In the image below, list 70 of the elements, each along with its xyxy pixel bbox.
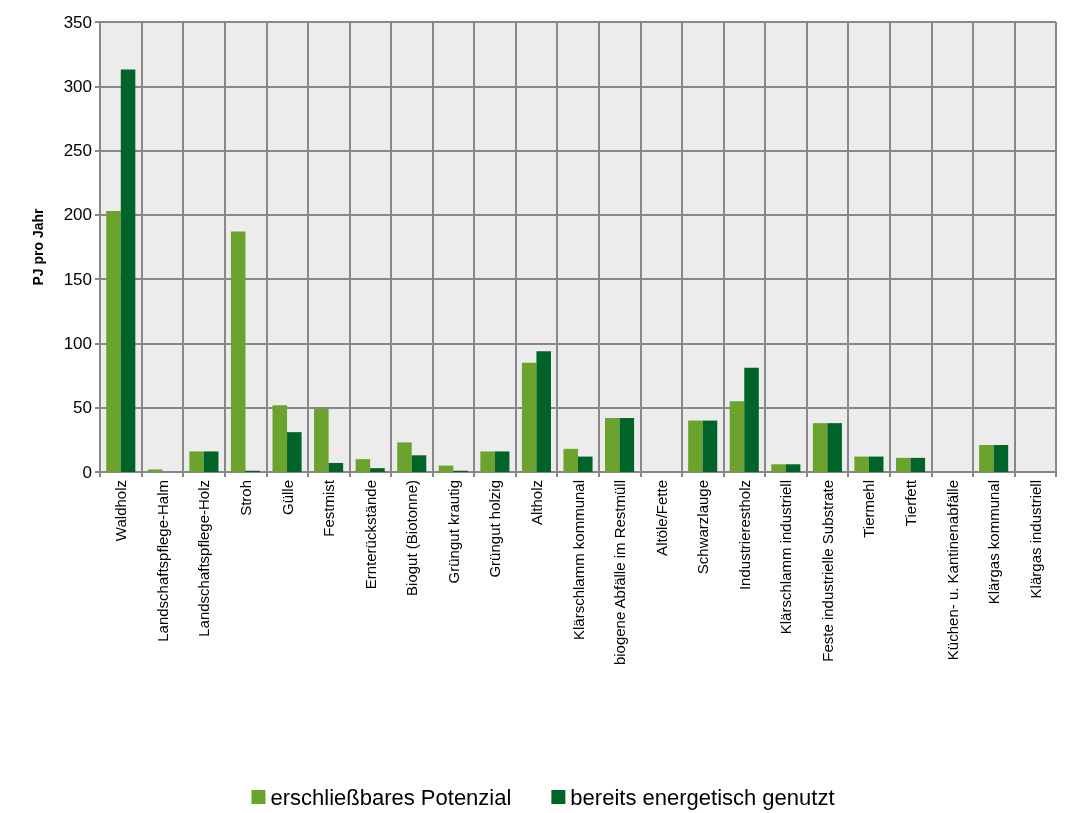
- x-tick-label: Klärschlamm kommunal: [569, 480, 587, 641]
- bar: [147, 469, 163, 472]
- bar: [411, 455, 427, 472]
- bar: [812, 423, 828, 472]
- bar: [397, 442, 412, 472]
- x-tick-label: Stroh: [236, 480, 254, 516]
- bar: [494, 451, 510, 472]
- bar: [744, 367, 759, 472]
- y-tick-label: 350: [63, 12, 92, 32]
- x-tick-label: Landschaftspflege-Holz: [195, 480, 213, 637]
- bar: [702, 420, 718, 472]
- x-tick-label: Klärgas kommunal: [985, 480, 1003, 605]
- bar: [203, 451, 219, 472]
- y-tick-label: 200: [63, 205, 92, 225]
- x-tick-label: Biogut (Biotonne): [403, 480, 421, 596]
- bar: [272, 405, 288, 472]
- bar: [785, 464, 801, 472]
- bar: [827, 423, 842, 472]
- legend-label: bereits energetisch genutzt: [570, 784, 835, 810]
- y-tick-label: 150: [63, 269, 92, 289]
- bar: [563, 448, 578, 472]
- bar: [605, 418, 620, 472]
- bar: [910, 457, 926, 472]
- x-tick-label: Industrierestholz: [735, 480, 753, 591]
- bar: [979, 445, 994, 472]
- bar: [370, 468, 385, 472]
- x-tick-label: Schwarzlauge: [694, 480, 712, 575]
- y-tick-label: 0: [82, 462, 92, 482]
- bar: [868, 456, 884, 472]
- bar: [189, 451, 204, 472]
- bar: [355, 459, 371, 472]
- y-tick-label: 50: [73, 398, 92, 418]
- bar: [314, 409, 329, 472]
- bar: [120, 69, 136, 472]
- legend-label: erschließbares Potenzial: [270, 784, 512, 810]
- bar: [480, 451, 495, 472]
- y-tick-label: 100: [63, 333, 92, 353]
- x-tick-label: Küchen- u. Kantinenabfälle: [943, 480, 961, 661]
- y-axis-title: PJ pro Jahr: [30, 207, 46, 286]
- x-tick-label: biogene Abfälle im Restmüll: [611, 480, 629, 666]
- bar: [771, 464, 786, 472]
- x-tick-label: Altöle/Fette: [652, 480, 670, 556]
- bar: [230, 231, 246, 472]
- bar: [854, 456, 869, 472]
- bar: [619, 418, 635, 472]
- bar: [536, 351, 551, 472]
- bar: [578, 456, 593, 472]
- bar: [328, 463, 344, 472]
- x-tick-label: Waldholz: [112, 480, 130, 542]
- x-tick-label: Tierfett: [902, 479, 920, 527]
- bar: [287, 432, 302, 472]
- bar: [895, 457, 911, 472]
- x-tick-label: Altholz: [527, 480, 545, 526]
- bar: [106, 211, 121, 472]
- x-tick-label: Festmist: [320, 479, 338, 537]
- y-tick-label: 300: [63, 76, 92, 96]
- y-tick-label: 250: [63, 141, 92, 161]
- x-tick-label: Grüngut krautig: [444, 480, 462, 584]
- bar: [688, 420, 703, 472]
- x-tick-label: Landschaftspflege-Halm: [153, 480, 171, 642]
- x-tick-label: Feste industrielle Substrate: [818, 480, 836, 662]
- x-tick-label: Ernterückstände: [361, 480, 379, 590]
- x-tick-label: Klärgas industriell: [1026, 480, 1044, 599]
- x-tick-label: Klärschlamm industriell: [777, 480, 795, 635]
- bar: [993, 445, 1009, 472]
- x-tick-label: Grüngut holzig: [486, 480, 504, 578]
- bar: [729, 401, 745, 472]
- bar: [521, 362, 537, 472]
- x-tick-label: Tiermehl: [860, 480, 878, 538]
- x-tick-label: Gülle: [278, 480, 296, 516]
